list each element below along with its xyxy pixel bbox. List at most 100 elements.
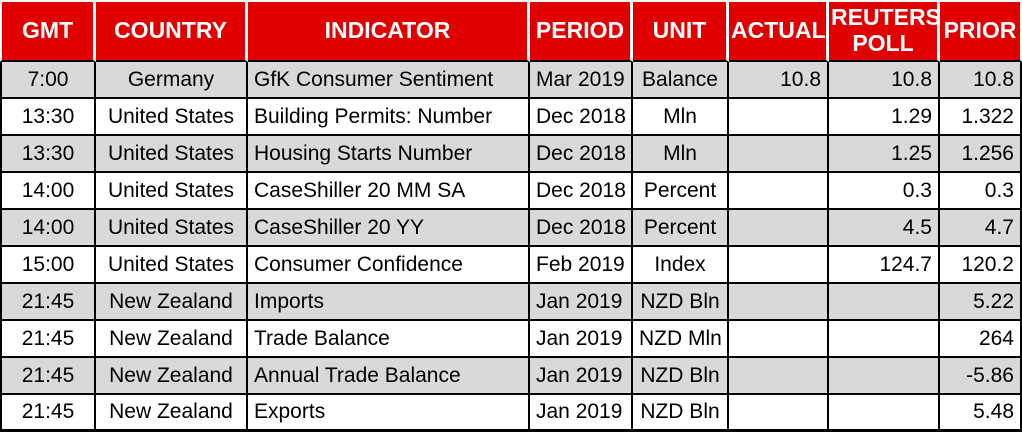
- cell-country: New Zealand: [96, 395, 248, 432]
- cell-indicator: Housing Starts Number: [248, 136, 530, 173]
- cell-country: United States: [96, 173, 248, 210]
- cell-prior: 5.48: [940, 395, 1022, 432]
- cell-actual: [729, 395, 829, 432]
- cell-actual: 10.8: [729, 62, 829, 99]
- column-header-reuters-poll: REUTERS POLL: [829, 0, 940, 62]
- cell-actual: [729, 99, 829, 136]
- cell-unit: Percent: [633, 210, 729, 247]
- cell-unit: Mln: [633, 99, 729, 136]
- cell-country: New Zealand: [96, 358, 248, 395]
- cell-gmt: 21:45: [0, 284, 96, 321]
- cell-indicator: Exports: [248, 395, 530, 432]
- cell-gmt: 21:45: [0, 358, 96, 395]
- cell-unit: NZD Bln: [633, 358, 729, 395]
- column-header-actual: ACTUAL: [729, 0, 829, 62]
- column-header-indicator: INDICATOR: [248, 0, 530, 62]
- cell-actual: [729, 247, 829, 284]
- table-row: 21:45 New Zealand Annual Trade Balance J…: [0, 358, 1022, 395]
- table-row: 14:00 United States CaseShiller 20 YY De…: [0, 210, 1022, 247]
- header-row: GMT COUNTRY INDICATOR PERIOD UNIT ACTUAL…: [0, 0, 1022, 62]
- cell-gmt: 15:00: [0, 247, 96, 284]
- column-header-period: PERIOD: [530, 0, 633, 62]
- cell-country: United States: [96, 136, 248, 173]
- table-row: 21:45 New Zealand Imports Jan 2019 NZD B…: [0, 284, 1022, 321]
- cell-gmt: 21:45: [0, 395, 96, 432]
- cell-country: United States: [96, 99, 248, 136]
- cell-gmt: 21:45: [0, 321, 96, 358]
- cell-actual: [729, 173, 829, 210]
- cell-unit: NZD Mln: [633, 321, 729, 358]
- cell-reuters-poll: 124.7: [829, 247, 940, 284]
- cell-period: Feb 2019: [530, 247, 633, 284]
- cell-gmt: 13:30: [0, 136, 96, 173]
- cell-indicator: GfK Consumer Sentiment: [248, 62, 530, 99]
- cell-gmt: 7:00: [0, 62, 96, 99]
- table-row: 21:45 New Zealand Exports Jan 2019 NZD B…: [0, 395, 1022, 432]
- cell-indicator: Trade Balance: [248, 321, 530, 358]
- table-header: GMT COUNTRY INDICATOR PERIOD UNIT ACTUAL…: [0, 0, 1022, 62]
- cell-reuters-poll: [829, 321, 940, 358]
- cell-actual: [729, 210, 829, 247]
- cell-actual: [729, 284, 829, 321]
- cell-country: New Zealand: [96, 321, 248, 358]
- column-header-country: COUNTRY: [96, 0, 248, 62]
- table-row: 13:30 United States Housing Starts Numbe…: [0, 136, 1022, 173]
- column-header-unit: UNIT: [633, 0, 729, 62]
- cell-period: Jan 2019: [530, 358, 633, 395]
- cell-reuters-poll: 0.3: [829, 173, 940, 210]
- cell-period: Dec 2018: [530, 99, 633, 136]
- cell-gmt: 13:30: [0, 99, 96, 136]
- cell-indicator: Annual Trade Balance: [248, 358, 530, 395]
- cell-country: Germany: [96, 62, 248, 99]
- cell-prior: 0.3: [940, 173, 1022, 210]
- cell-country: New Zealand: [96, 284, 248, 321]
- cell-gmt: 14:00: [0, 173, 96, 210]
- cell-gmt: 14:00: [0, 210, 96, 247]
- cell-period: Mar 2019: [530, 62, 633, 99]
- cell-actual: [729, 136, 829, 173]
- cell-unit: NZD Bln: [633, 284, 729, 321]
- cell-prior: 120.2: [940, 247, 1022, 284]
- cell-prior: -5.86: [940, 358, 1022, 395]
- cell-period: Jan 2019: [530, 395, 633, 432]
- cell-prior: 1.256: [940, 136, 1022, 173]
- table-row: 14:00 United States CaseShiller 20 MM SA…: [0, 173, 1022, 210]
- cell-indicator: CaseShiller 20 YY: [248, 210, 530, 247]
- column-header-prior: PRIOR: [940, 0, 1022, 62]
- table-row: 21:45 New Zealand Trade Balance Jan 2019…: [0, 321, 1022, 358]
- cell-period: Jan 2019: [530, 321, 633, 358]
- cell-unit: Index: [633, 247, 729, 284]
- cell-prior: 264: [940, 321, 1022, 358]
- cell-indicator: CaseShiller 20 MM SA: [248, 173, 530, 210]
- cell-period: Dec 2018: [530, 173, 633, 210]
- cell-country: United States: [96, 210, 248, 247]
- cell-reuters-poll: 1.29: [829, 99, 940, 136]
- cell-prior: 4.7: [940, 210, 1022, 247]
- cell-country: United States: [96, 247, 248, 284]
- cell-actual: [729, 321, 829, 358]
- cell-unit: Balance: [633, 62, 729, 99]
- cell-prior: 10.8: [940, 62, 1022, 99]
- cell-indicator: Consumer Confidence: [248, 247, 530, 284]
- cell-prior: 5.22: [940, 284, 1022, 321]
- cell-reuters-poll: [829, 284, 940, 321]
- cell-period: Dec 2018: [530, 210, 633, 247]
- cell-period: Dec 2018: [530, 136, 633, 173]
- cell-reuters-poll: [829, 358, 940, 395]
- table-row: 13:30 United States Building Permits: Nu…: [0, 99, 1022, 136]
- column-header-gmt: GMT: [0, 0, 96, 62]
- cell-prior: 1.322: [940, 99, 1022, 136]
- cell-reuters-poll: 10.8: [829, 62, 940, 99]
- cell-indicator: Imports: [248, 284, 530, 321]
- cell-reuters-poll: 4.5: [829, 210, 940, 247]
- cell-reuters-poll: 1.25: [829, 136, 940, 173]
- cell-reuters-poll: [829, 395, 940, 432]
- table-row: 7:00 Germany GfK Consumer Sentiment Mar …: [0, 62, 1022, 99]
- cell-unit: NZD Bln: [633, 395, 729, 432]
- table-body: 7:00 Germany GfK Consumer Sentiment Mar …: [0, 62, 1022, 432]
- cell-period: Jan 2019: [530, 284, 633, 321]
- cell-actual: [729, 358, 829, 395]
- cell-unit: Percent: [633, 173, 729, 210]
